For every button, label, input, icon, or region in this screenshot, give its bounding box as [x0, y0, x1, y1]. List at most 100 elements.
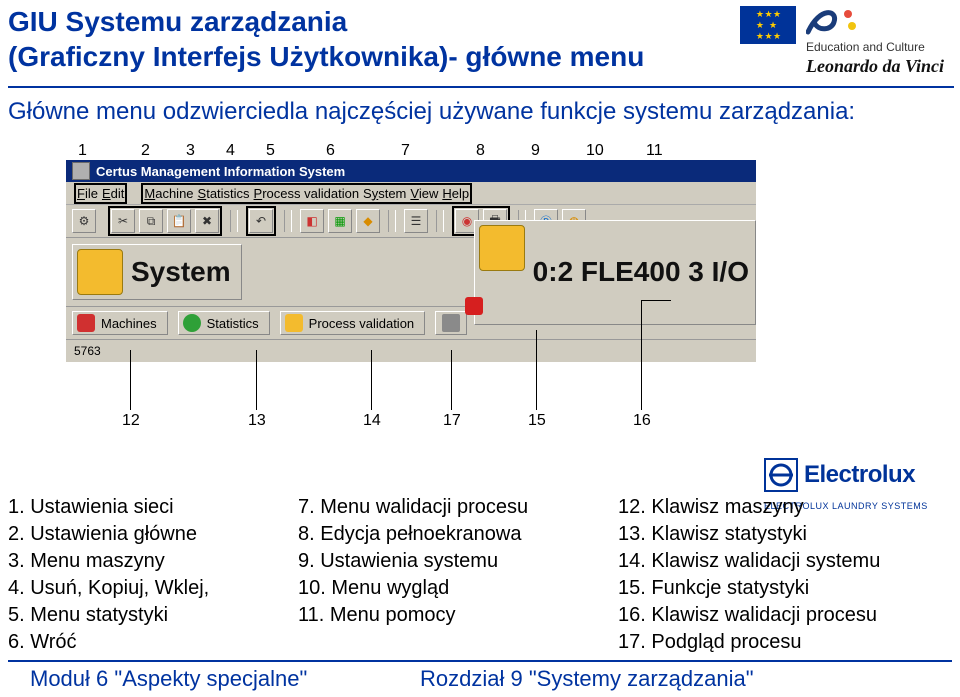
footer-right: Rozdział 9 "Systemy zarządzania"	[420, 666, 754, 692]
machine-icon	[479, 225, 525, 271]
machines-icon	[77, 314, 95, 332]
list-item: 1. Ustawienia sieci	[8, 494, 298, 521]
window-title: Certus Management Information System	[96, 164, 345, 179]
slide: GIU Systemu zarządzania (Graficzny Inter…	[0, 0, 960, 697]
system-button[interactable]: System	[72, 244, 242, 300]
edc-label: Education and Culture	[806, 40, 960, 54]
delete-icon[interactable]: ✖	[195, 209, 219, 233]
system-icon	[77, 249, 123, 295]
list-item: 9. Ustawienia systemu	[298, 548, 618, 575]
callout-13: 13	[248, 412, 266, 430]
screenshot: Certus Management Information System Fil…	[66, 160, 756, 380]
callout-4: 4	[226, 142, 235, 160]
callout-15: 15	[528, 412, 546, 430]
callout-7: 7	[401, 142, 410, 160]
menu-view[interactable]: View	[410, 186, 438, 201]
tab-print[interactable]	[435, 311, 467, 335]
callout-9: 9	[531, 142, 540, 160]
callout-1: 1	[78, 142, 87, 160]
callout-6: 6	[326, 142, 335, 160]
list-col-3: 12. Klawisz maszyny 13. Klawisz statysty…	[618, 494, 954, 656]
lists: 1. Ustawienia sieci 2. Ustawienia główne…	[8, 494, 954, 656]
menubar[interactable]: File Edit Machine Statistics Process val…	[66, 182, 756, 205]
menu-machine[interactable]: Machine	[144, 186, 193, 201]
menu-file[interactable]: File	[77, 186, 98, 201]
print-tab-icon	[442, 314, 460, 332]
app-icon	[72, 162, 90, 180]
machine-button[interactable]: 0:2 FLE400 3 I/O	[474, 220, 756, 325]
menu-edit[interactable]: Edit	[102, 186, 124, 201]
callout-8: 8	[476, 142, 485, 160]
menu-help[interactable]: Help	[442, 186, 469, 201]
list-item: 3. Menu maszyny	[8, 548, 298, 575]
callout-11: 11	[646, 142, 663, 160]
list-item: 4. Usuń, Kopiuj, Wklej,	[8, 575, 298, 602]
paste-icon[interactable]: 📋	[167, 209, 191, 233]
eu-flag-icon: ★ ★ ★★ ★★ ★ ★	[740, 6, 796, 44]
title-line-2: (Graficzny Interfejs Użytkownika)- główn…	[8, 39, 738, 74]
list-col-1: 1. Ustawienia sieci 2. Ustawienia główne…	[8, 494, 298, 656]
callout-16: 16	[633, 412, 651, 430]
copy-icon[interactable]: ⧉	[139, 209, 163, 233]
menu-statistics[interactable]: Statistics	[198, 186, 250, 201]
tab-statistics[interactable]: Statistics	[178, 311, 270, 335]
list-item: 16. Klawisz walidacji procesu	[618, 602, 954, 629]
callout-3: 3	[186, 142, 195, 160]
tab-machines-label: Machines	[101, 316, 157, 331]
list-item: 12. Klawisz maszyny	[618, 494, 954, 521]
callout-5: 5	[266, 142, 275, 160]
big-buttons-row: System 0:2 FLE400 3 I/O	[66, 238, 756, 307]
subtitle: Główne menu odzwierciedla najczęściej uż…	[8, 98, 954, 126]
statusbar: 5763	[66, 340, 756, 362]
tab-process[interactable]: Process validation	[280, 311, 426, 335]
list-item: 14. Klawisz walidacji systemu	[618, 548, 954, 575]
stop-badge-icon	[465, 297, 483, 315]
footer-rule	[8, 660, 952, 662]
list-item: 5. Menu statystyki	[8, 602, 298, 629]
callout-10: 10	[586, 142, 604, 160]
tool-icon-c[interactable]: ◆	[356, 209, 380, 233]
window-titlebar: Certus Management Information System	[66, 160, 756, 182]
list-item: 10. Menu wygląd	[298, 575, 618, 602]
process-icon	[285, 314, 303, 332]
cut-icon[interactable]: ✂	[111, 209, 135, 233]
title-rule	[8, 86, 954, 88]
undo-icon[interactable]: ↶	[249, 209, 273, 233]
callout-14: 14	[363, 412, 381, 430]
callout-17: 17	[443, 412, 461, 430]
tool-group-1: ✂ ⧉ 📋 ✖	[108, 206, 222, 236]
tool-icon-a[interactable]: ◧	[300, 209, 324, 233]
system-label: System	[131, 256, 231, 288]
callout-2: 2	[141, 142, 150, 160]
tool-icon-d[interactable]: ☰	[404, 209, 428, 233]
edc-logo: Education and Culture Leonardo da Vinci	[806, 4, 960, 77]
title-line-1: GIU Systemu zarządzania	[8, 4, 738, 39]
tool-group-2: ↶	[246, 206, 276, 236]
statistics-icon	[183, 314, 201, 332]
list-item: 2. Ustawienia główne	[8, 521, 298, 548]
list-item: 13. Klawisz statystyki	[618, 521, 954, 548]
tab-machines[interactable]: Machines	[72, 311, 168, 335]
list-item: 8. Edycja pełnoekranowa	[298, 521, 618, 548]
electrolux-word: Electrolux	[804, 461, 915, 489]
menu-group-1: File Edit	[74, 183, 127, 204]
tool-icon-b[interactable]: ▦	[328, 209, 352, 233]
list-col-2: 7. Menu walidacji procesu 8. Edycja pełn…	[298, 494, 618, 656]
list-item: 7. Menu walidacji procesu	[298, 494, 618, 521]
edc-swirl-icon	[806, 4, 858, 38]
slide-title: GIU Systemu zarządzania (Graficzny Inter…	[8, 4, 738, 74]
list-item: 15. Funkcje statystyki	[618, 575, 954, 602]
menu-process[interactable]: Process validation	[254, 186, 360, 201]
list-item: 17. Podgląd procesu	[618, 629, 954, 656]
electrolux-icon	[764, 458, 798, 492]
machine-label: 0:2 FLE400 3 I/O	[533, 256, 749, 288]
menu-system[interactable]: System	[363, 186, 406, 201]
menu-group-2: Machine Statistics Process validation Sy…	[141, 183, 472, 204]
footer-left: Moduł 6 "Aspekty specjalne"	[30, 666, 307, 692]
list-item: 6. Wróć	[8, 629, 298, 656]
callouts-bottom: 12 13 14 17 15 16	[66, 380, 756, 490]
tool-icon[interactable]: ⚙	[72, 209, 96, 233]
tab-statistics-label: Statistics	[207, 316, 259, 331]
status-text: 5763	[74, 344, 101, 358]
ldv-label: Leonardo da Vinci	[806, 56, 960, 77]
